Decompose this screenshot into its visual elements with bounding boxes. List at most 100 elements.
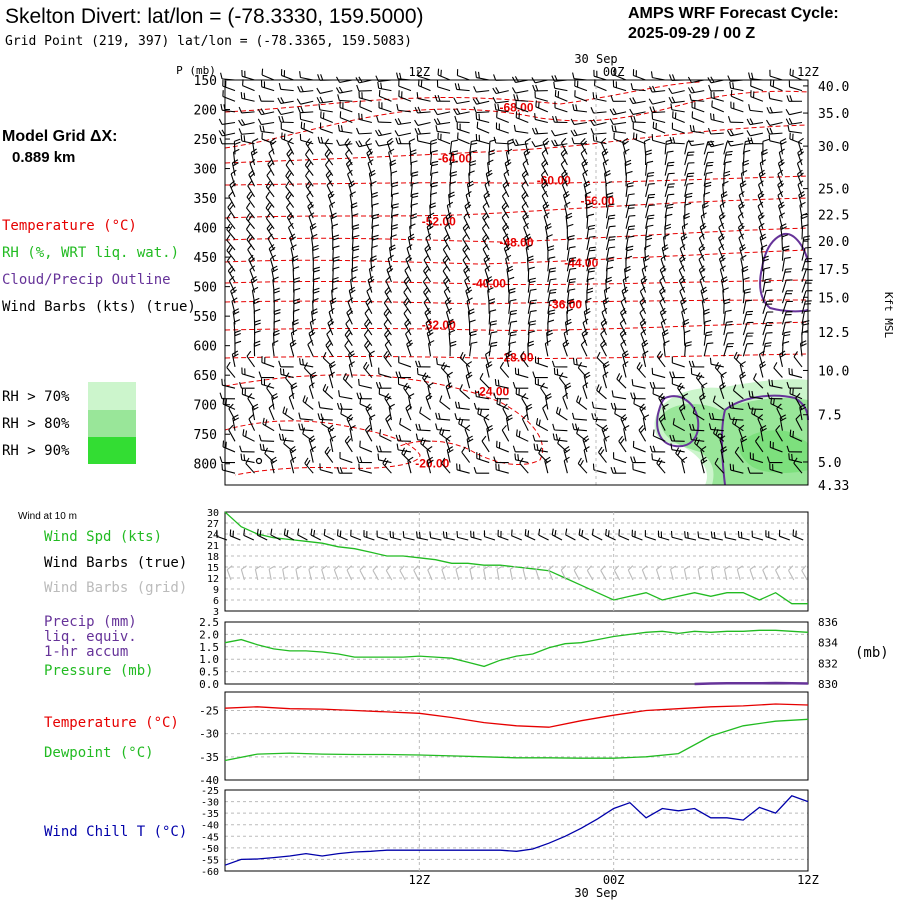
- upper-air-barb: [462, 223, 471, 240]
- grid-wind-barb: [469, 565, 476, 581]
- wind-chill-line: [224, 795, 809, 866]
- upper-air-barb: [535, 100, 549, 113]
- upper-air-barb: [358, 91, 373, 102]
- upper-air-barb: [566, 223, 574, 240]
- upper-air-barb: [247, 393, 256, 410]
- surface-wind-barb: [416, 531, 429, 541]
- upper-air-barb: [515, 111, 529, 124]
- temp-tick-label: -35: [199, 751, 219, 764]
- height-tick-label: 5.0: [818, 456, 841, 471]
- upper-air-barb: [625, 225, 636, 240]
- upper-air-barb: [383, 308, 392, 325]
- upper-air-barb: [750, 79, 764, 92]
- upper-air-barb: [687, 86, 705, 94]
- upper-air-barb: [461, 446, 471, 463]
- upper-air-barb: [709, 357, 724, 368]
- pressure-tick-label: 300: [194, 163, 217, 178]
- upper-air-barb: [664, 172, 675, 187]
- wind-10m-title: Wind at 10 m: [18, 511, 77, 522]
- upper-air-barb: [605, 276, 613, 293]
- upper-air-barb: [351, 266, 358, 282]
- upper-air-barb: [369, 414, 376, 431]
- upper-air-barb: [632, 122, 646, 134]
- upper-air-barb: [384, 339, 392, 357]
- upper-air-barb: [238, 119, 255, 126]
- upper-air-barb: [574, 79, 588, 92]
- upper-air-barb: [616, 373, 627, 389]
- upper-air-barb: [505, 350, 513, 368]
- grid-wind-barb: [641, 565, 648, 581]
- upper-air-barb: [488, 320, 498, 336]
- upper-air-barb: [672, 111, 685, 124]
- upper-air-barb: [377, 453, 392, 464]
- upper-air-barb: [600, 318, 608, 336]
- upper-air-barb: [336, 467, 353, 474]
- upper-air-barb: [703, 151, 715, 166]
- upper-air-barb: [602, 159, 609, 176]
- grid-wind-barb: [483, 565, 490, 581]
- isotherm-line: [224, 249, 809, 265]
- upper-air-barb: [799, 403, 807, 421]
- height-tick-label: 20.0: [818, 235, 849, 250]
- upper-air-barb: [796, 169, 804, 187]
- upper-air-barb: [544, 339, 552, 357]
- upper-air-barb: [636, 362, 647, 378]
- upper-air-barb: [285, 159, 295, 176]
- upper-air-barb: [364, 424, 373, 442]
- upper-air-barb: [459, 384, 470, 400]
- surface-wind-barb: [657, 530, 670, 541]
- upper-air-barb: [496, 397, 509, 410]
- upper-air-barb: [619, 329, 627, 346]
- upper-air-barb: [371, 202, 379, 219]
- upper-air-barb: [458, 417, 470, 432]
- upper-air-barb: [433, 118, 451, 126]
- surface-wind-barb: [350, 529, 362, 541]
- surface-wind-barb: [605, 528, 616, 541]
- upper-air-barb: [605, 236, 616, 251]
- upper-air-barb: [582, 435, 590, 453]
- upper-air-barb: [325, 169, 334, 187]
- upper-air-barb: [746, 130, 764, 137]
- windchill-tick-label: -25: [201, 786, 219, 797]
- upper-air-barb: [414, 127, 431, 135]
- surface-wind-barb: [243, 529, 255, 541]
- upper-air-barb: [488, 331, 498, 346]
- pressure-tick-label: 350: [194, 192, 217, 207]
- upper-air-barb: [386, 265, 394, 283]
- upper-air-barb: [495, 122, 509, 134]
- upper-air-barb: [757, 212, 765, 229]
- upper-air-barb: [631, 379, 646, 389]
- upper-air-barb: [603, 435, 610, 453]
- upper-air-barb: [285, 372, 295, 389]
- grid-wind-barb: [321, 565, 328, 581]
- upper-air-barb: [586, 257, 596, 272]
- rh-90-swatch: [88, 437, 136, 464]
- upper-air-barb: [325, 340, 334, 357]
- upper-air-barb: [456, 463, 470, 474]
- upper-air-barb: [331, 287, 338, 304]
- upper-air-barb: [433, 108, 451, 116]
- wind-tick-label: 3: [213, 607, 219, 618]
- upper-air-barb: [664, 161, 675, 176]
- upper-air-barb: [562, 190, 570, 208]
- wind-chill-legend: Wind Chill T (°C): [44, 824, 187, 840]
- upper-air-barb: [473, 106, 490, 114]
- upper-air-barb: [780, 223, 787, 240]
- temperature-legend: Temperature (°C): [2, 218, 137, 234]
- upper-air-barb: [613, 68, 627, 81]
- upper-air-barb: [394, 130, 412, 137]
- upper-air-barb: [299, 113, 314, 124]
- upper-air-barb: [226, 223, 236, 240]
- upper-air-barb: [668, 87, 685, 95]
- upper-air-barb: [515, 429, 529, 442]
- upper-air-barb: [390, 170, 398, 187]
- upper-air-barb: [227, 202, 236, 219]
- windchill-tick-label: -45: [201, 832, 219, 843]
- upper-air-barb: [259, 125, 275, 134]
- upper-air-barb: [732, 384, 744, 400]
- upper-air-barb: [390, 181, 399, 197]
- upper-air-barb: [521, 201, 529, 219]
- upper-air-barb: [231, 350, 239, 368]
- isotherm-line: [224, 90, 809, 149]
- grid-wind-barb: [399, 565, 406, 581]
